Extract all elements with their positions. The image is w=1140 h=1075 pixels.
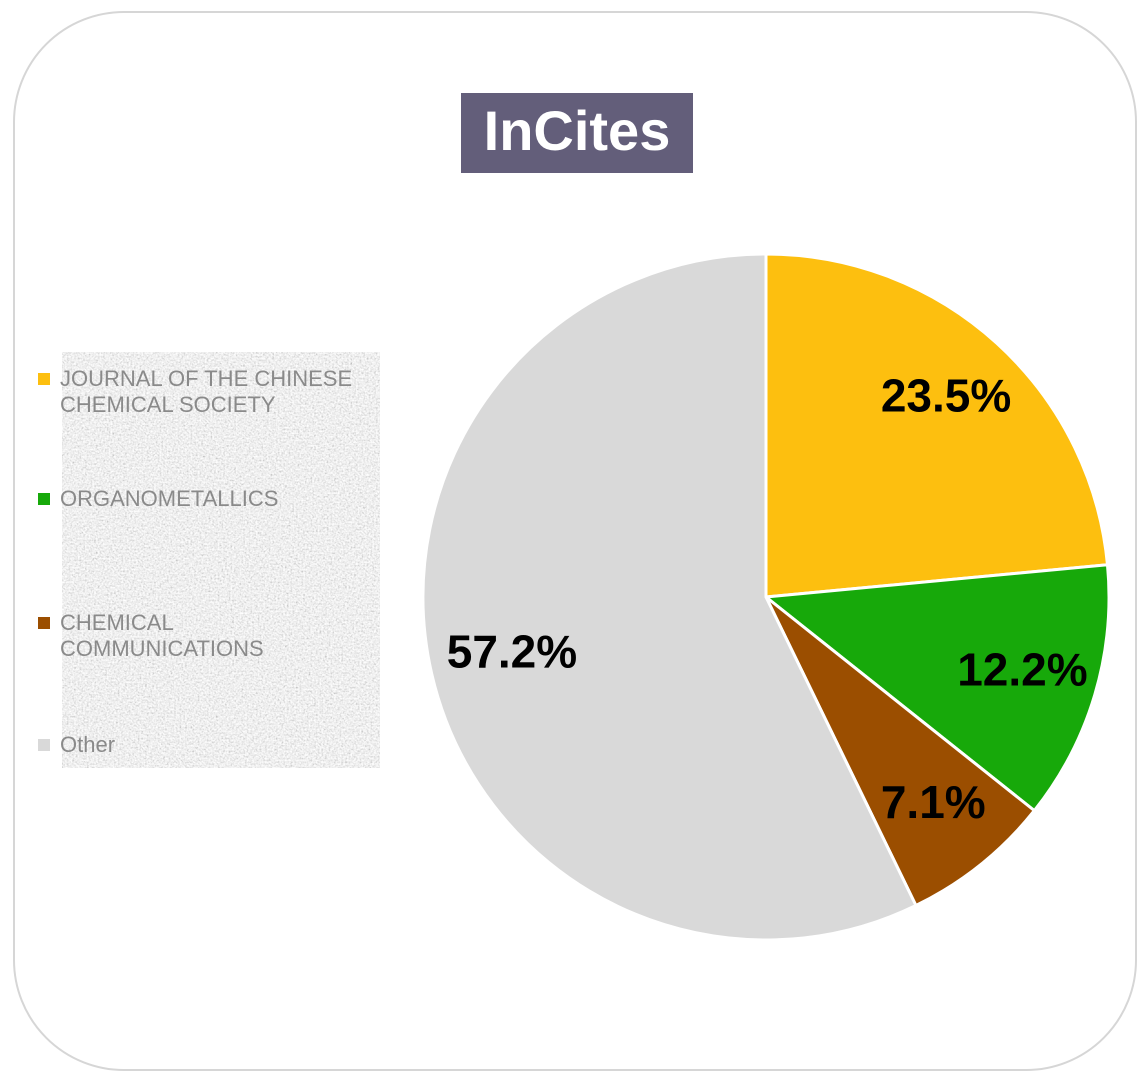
legend-label: CHEMICAL COMMUNICATIONS (60, 610, 264, 661)
chart-title: InCites (484, 99, 671, 162)
data-label: 12.2% (957, 643, 1087, 695)
legend-item: CHEMICAL COMMUNICATIONS (38, 610, 383, 662)
legend-item: Other (38, 732, 383, 758)
legend-background (62, 352, 380, 768)
pie (421, 252, 1111, 942)
pie-slice (764, 595, 1037, 908)
legend-label: Other (60, 732, 116, 757)
legend-label: ORGANOMETALLICS (60, 486, 279, 511)
data-label: 57.2% (447, 626, 577, 678)
legend-swatch (38, 493, 50, 505)
legend-item: JOURNAL OF THE CHINESE CHEMICAL SOCIETY (38, 366, 383, 418)
legend-swatch (38, 739, 50, 751)
data-labels: 23.5% 12.2% 7.1% 57.2% (447, 369, 1088, 828)
pie-slice (762, 563, 1111, 813)
data-label: 7.1% (881, 776, 986, 828)
data-label: 23.5% (881, 369, 1011, 421)
title-box (461, 93, 693, 173)
legend-swatch (38, 373, 50, 385)
legend-label: JOURNAL OF THE CHINESE CHEMICAL SOCIETY (60, 366, 353, 417)
pie-slice (764, 252, 1110, 599)
pie-slice (421, 252, 918, 942)
legend-swatch (38, 617, 50, 629)
legend-item: ORGANOMETALLICS (38, 486, 383, 512)
